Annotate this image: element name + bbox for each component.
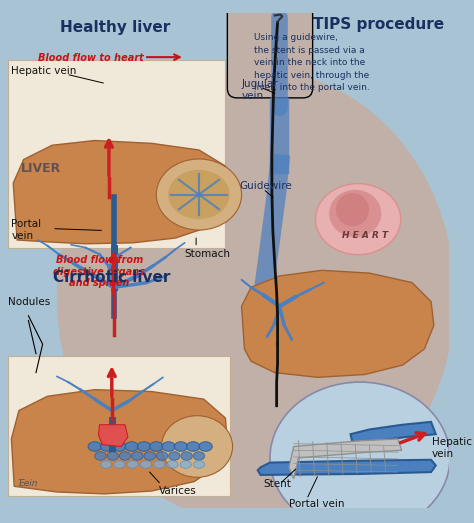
Polygon shape <box>289 439 401 479</box>
Text: Hepatic
vein: Hepatic vein <box>432 437 472 459</box>
Text: Blood flow to heart: Blood flow to heart <box>38 53 144 63</box>
Ellipse shape <box>187 442 200 451</box>
Ellipse shape <box>100 461 112 468</box>
Ellipse shape <box>168 170 230 219</box>
FancyBboxPatch shape <box>8 60 226 247</box>
Text: Stent: Stent <box>264 479 291 488</box>
Polygon shape <box>11 390 228 494</box>
Text: Healthy liver: Healthy liver <box>61 20 171 35</box>
Ellipse shape <box>167 461 178 468</box>
Ellipse shape <box>88 442 101 451</box>
Ellipse shape <box>199 442 212 451</box>
Ellipse shape <box>140 461 152 468</box>
Polygon shape <box>258 460 436 475</box>
Ellipse shape <box>316 184 401 255</box>
Ellipse shape <box>193 452 205 460</box>
Text: Using a guidewire,
the stent is passed via a
vein in the neck into the
hepatic v: Using a guidewire, the stent is passed v… <box>254 33 370 93</box>
Text: H E A R T: H E A R T <box>342 231 388 240</box>
Polygon shape <box>242 270 434 378</box>
Text: E̅̅̅̅ein: E̅̅̅̅ein <box>19 479 38 488</box>
Ellipse shape <box>113 442 126 451</box>
Ellipse shape <box>100 442 114 451</box>
Text: LIVER: LIVER <box>21 162 61 175</box>
Ellipse shape <box>150 442 163 451</box>
Ellipse shape <box>162 442 175 451</box>
Text: Stomach: Stomach <box>185 249 231 259</box>
Ellipse shape <box>127 461 138 468</box>
Polygon shape <box>350 422 436 447</box>
Ellipse shape <box>154 461 165 468</box>
Ellipse shape <box>156 452 168 460</box>
Ellipse shape <box>156 159 242 230</box>
Ellipse shape <box>329 190 381 237</box>
Polygon shape <box>13 141 229 244</box>
Text: Portal vein: Portal vein <box>289 498 345 508</box>
Ellipse shape <box>169 452 180 460</box>
Polygon shape <box>99 425 128 447</box>
Ellipse shape <box>162 416 233 477</box>
Ellipse shape <box>180 461 191 468</box>
Ellipse shape <box>119 452 131 460</box>
Ellipse shape <box>57 70 455 523</box>
Ellipse shape <box>193 461 205 468</box>
Text: Guidewire: Guidewire <box>240 181 292 191</box>
Ellipse shape <box>181 452 192 460</box>
Text: Varices: Varices <box>159 486 197 496</box>
Text: Nodules: Nodules <box>8 297 50 307</box>
Ellipse shape <box>95 452 106 460</box>
Text: Hepatic vein: Hepatic vein <box>11 66 77 76</box>
Ellipse shape <box>336 193 369 226</box>
Ellipse shape <box>107 452 118 460</box>
Text: TIPS procedure: TIPS procedure <box>313 17 445 32</box>
Text: Cirrhotic liver: Cirrhotic liver <box>53 270 171 286</box>
Text: Blood flow from
digestive organs
and spleen: Blood flow from digestive organs and spl… <box>54 255 146 288</box>
Ellipse shape <box>174 442 188 451</box>
FancyBboxPatch shape <box>228 0 313 98</box>
Ellipse shape <box>125 442 138 451</box>
Ellipse shape <box>137 442 151 451</box>
Ellipse shape <box>114 461 125 468</box>
Ellipse shape <box>144 452 155 460</box>
Text: Jugular
vein: Jugular vein <box>242 79 278 100</box>
Text: Portal
vein: Portal vein <box>11 219 42 241</box>
FancyBboxPatch shape <box>8 356 230 496</box>
Ellipse shape <box>132 452 143 460</box>
Ellipse shape <box>270 382 450 523</box>
